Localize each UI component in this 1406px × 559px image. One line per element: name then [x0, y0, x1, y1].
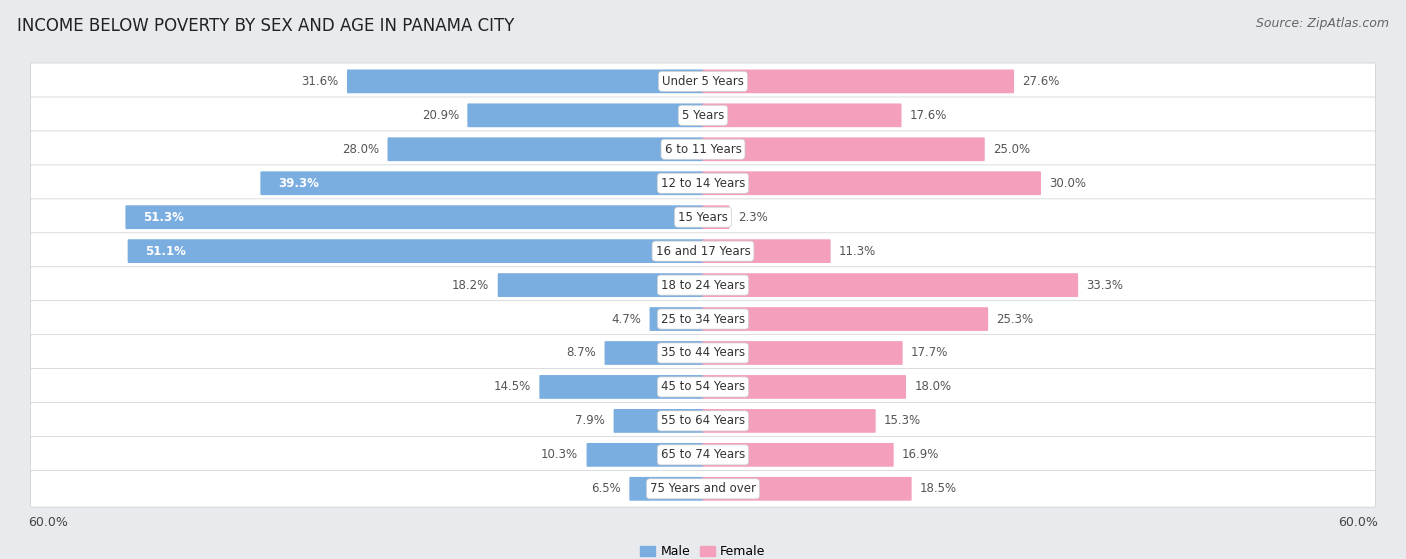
- Text: 14.5%: 14.5%: [494, 381, 531, 394]
- Text: 33.3%: 33.3%: [1087, 278, 1123, 292]
- FancyBboxPatch shape: [703, 69, 1014, 93]
- Text: 75 Years and over: 75 Years and over: [650, 482, 756, 495]
- Text: 25 to 34 Years: 25 to 34 Years: [661, 312, 745, 325]
- FancyBboxPatch shape: [31, 97, 1375, 134]
- FancyBboxPatch shape: [498, 273, 703, 297]
- FancyBboxPatch shape: [31, 165, 1375, 202]
- FancyBboxPatch shape: [31, 335, 1375, 371]
- FancyBboxPatch shape: [540, 375, 703, 399]
- FancyBboxPatch shape: [128, 239, 703, 263]
- Text: 31.6%: 31.6%: [301, 75, 339, 88]
- Text: 51.1%: 51.1%: [145, 245, 186, 258]
- Text: 4.7%: 4.7%: [612, 312, 641, 325]
- FancyBboxPatch shape: [31, 368, 1375, 405]
- FancyBboxPatch shape: [703, 172, 1040, 195]
- FancyBboxPatch shape: [31, 233, 1375, 269]
- Text: 18.2%: 18.2%: [453, 278, 489, 292]
- FancyBboxPatch shape: [650, 307, 703, 331]
- Text: INCOME BELOW POVERTY BY SEX AND AGE IN PANAMA CITY: INCOME BELOW POVERTY BY SEX AND AGE IN P…: [17, 17, 515, 35]
- FancyBboxPatch shape: [31, 131, 1375, 168]
- Text: 12 to 14 Years: 12 to 14 Years: [661, 177, 745, 190]
- Text: 15 Years: 15 Years: [678, 211, 728, 224]
- Text: 25.0%: 25.0%: [993, 143, 1031, 156]
- FancyBboxPatch shape: [31, 301, 1375, 338]
- FancyBboxPatch shape: [703, 307, 988, 331]
- FancyBboxPatch shape: [586, 443, 703, 467]
- FancyBboxPatch shape: [613, 409, 703, 433]
- FancyBboxPatch shape: [388, 138, 703, 161]
- Text: 30.0%: 30.0%: [1049, 177, 1087, 190]
- Text: 6 to 11 Years: 6 to 11 Years: [665, 143, 741, 156]
- Text: 55 to 64 Years: 55 to 64 Years: [661, 414, 745, 428]
- Text: Under 5 Years: Under 5 Years: [662, 75, 744, 88]
- FancyBboxPatch shape: [31, 63, 1375, 100]
- Text: 16 and 17 Years: 16 and 17 Years: [655, 245, 751, 258]
- FancyBboxPatch shape: [125, 205, 703, 229]
- Text: 51.3%: 51.3%: [143, 211, 184, 224]
- Legend: Male, Female: Male, Female: [636, 540, 770, 559]
- Text: 25.3%: 25.3%: [997, 312, 1033, 325]
- Text: 7.9%: 7.9%: [575, 414, 605, 428]
- Text: 18.5%: 18.5%: [920, 482, 957, 495]
- FancyBboxPatch shape: [605, 341, 703, 365]
- Text: 28.0%: 28.0%: [342, 143, 380, 156]
- Text: 60.0%: 60.0%: [1339, 516, 1378, 529]
- Text: 27.6%: 27.6%: [1022, 75, 1060, 88]
- Text: 11.3%: 11.3%: [839, 245, 876, 258]
- Text: 8.7%: 8.7%: [567, 347, 596, 359]
- FancyBboxPatch shape: [31, 402, 1375, 439]
- Text: 16.9%: 16.9%: [903, 448, 939, 461]
- Text: 6.5%: 6.5%: [591, 482, 621, 495]
- Text: 5 Years: 5 Years: [682, 109, 724, 122]
- FancyBboxPatch shape: [260, 172, 703, 195]
- FancyBboxPatch shape: [31, 267, 1375, 304]
- FancyBboxPatch shape: [31, 437, 1375, 473]
- FancyBboxPatch shape: [703, 375, 905, 399]
- Text: Source: ZipAtlas.com: Source: ZipAtlas.com: [1256, 17, 1389, 30]
- FancyBboxPatch shape: [703, 409, 876, 433]
- Text: 2.3%: 2.3%: [738, 211, 768, 224]
- Text: 17.7%: 17.7%: [911, 347, 949, 359]
- FancyBboxPatch shape: [347, 69, 703, 93]
- Text: 10.3%: 10.3%: [541, 448, 578, 461]
- FancyBboxPatch shape: [703, 341, 903, 365]
- FancyBboxPatch shape: [703, 103, 901, 127]
- Text: 20.9%: 20.9%: [422, 109, 458, 122]
- Text: 35 to 44 Years: 35 to 44 Years: [661, 347, 745, 359]
- FancyBboxPatch shape: [31, 199, 1375, 235]
- FancyBboxPatch shape: [630, 477, 703, 501]
- Text: 18.0%: 18.0%: [914, 381, 952, 394]
- FancyBboxPatch shape: [467, 103, 703, 127]
- Text: 45 to 54 Years: 45 to 54 Years: [661, 381, 745, 394]
- FancyBboxPatch shape: [703, 138, 984, 161]
- FancyBboxPatch shape: [703, 239, 831, 263]
- Text: 17.6%: 17.6%: [910, 109, 948, 122]
- Text: 60.0%: 60.0%: [28, 516, 67, 529]
- Text: 15.3%: 15.3%: [884, 414, 921, 428]
- Text: 39.3%: 39.3%: [278, 177, 319, 190]
- FancyBboxPatch shape: [31, 471, 1375, 507]
- FancyBboxPatch shape: [703, 205, 730, 229]
- Text: 18 to 24 Years: 18 to 24 Years: [661, 278, 745, 292]
- FancyBboxPatch shape: [703, 273, 1078, 297]
- Text: 65 to 74 Years: 65 to 74 Years: [661, 448, 745, 461]
- FancyBboxPatch shape: [703, 477, 911, 501]
- FancyBboxPatch shape: [703, 443, 894, 467]
